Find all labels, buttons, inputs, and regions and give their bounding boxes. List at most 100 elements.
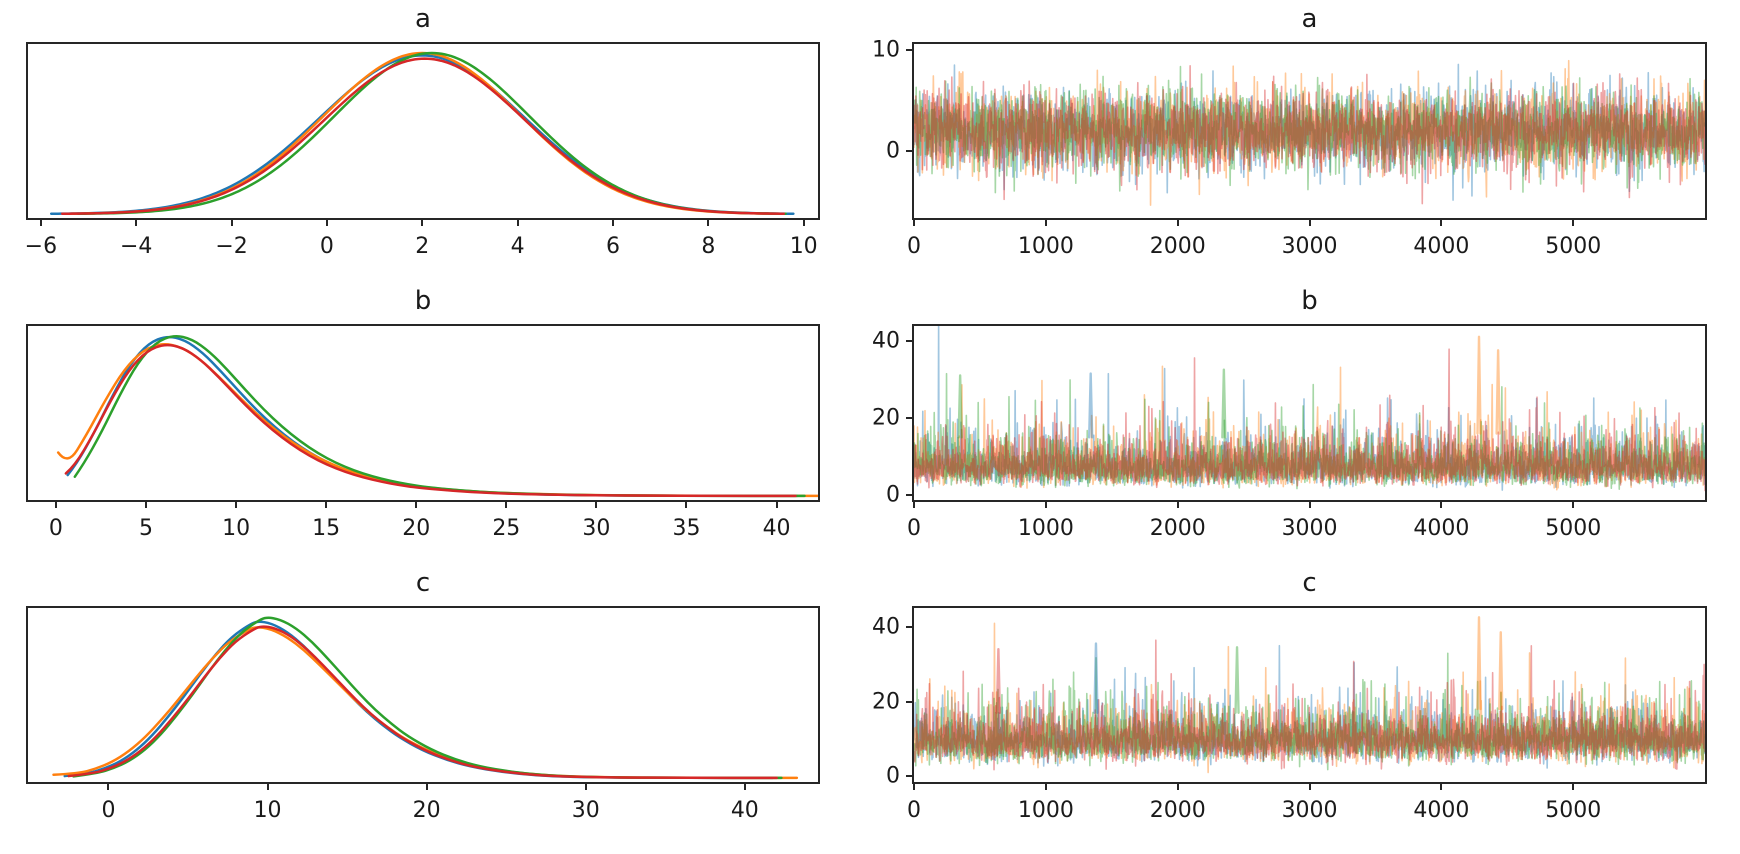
x-tick-mark [145, 502, 147, 508]
y-tick-mark [906, 339, 912, 342]
plot-area-c-kde [26, 606, 820, 784]
y-tick-mark [906, 49, 912, 52]
x-tick-mark [266, 784, 269, 790]
x-tick-label: 1000 [1017, 798, 1074, 823]
x-tick-label: 0 [907, 798, 921, 823]
x-tick-label: 10 [253, 798, 282, 823]
x-tick-label: 40 [730, 798, 759, 823]
x-tick-label: 0 [319, 234, 334, 259]
x-tick-label: 0 [907, 234, 921, 259]
x-tick-mark [584, 784, 587, 790]
trace-canvas-c [914, 608, 1705, 782]
x-tick-mark [611, 220, 614, 226]
kde-canvas-c [28, 608, 818, 782]
y-tick-mark [906, 700, 912, 703]
x-tick-label: 2000 [1149, 798, 1206, 823]
x-tick-mark [1572, 502, 1575, 508]
y-tick-label: 0 [886, 763, 900, 789]
x-tick-mark [913, 502, 915, 508]
x-tick-mark [54, 502, 57, 508]
x-tick-mark [1308, 784, 1311, 790]
x-tick-label: 2000 [1149, 516, 1206, 541]
y-tick-label: 20 [872, 689, 900, 715]
x-tick-mark [1044, 784, 1047, 790]
x-tick-mark [425, 784, 428, 790]
x-tick-label: 5 [139, 516, 153, 541]
x-tick-label: 35 [672, 516, 701, 541]
x-tick-label: 10 [222, 516, 251, 541]
x-tick-label: 0 [907, 516, 921, 541]
plot-title-a-trace: a [1301, 4, 1318, 34]
x-tick-mark [1308, 220, 1311, 226]
y-tick-label: 0 [886, 482, 900, 508]
x-tick-mark [107, 784, 110, 790]
plot-title-a-kde: a [415, 4, 431, 34]
x-tick-mark [1308, 502, 1311, 508]
x-tick-mark [516, 220, 519, 226]
y-tick-mark [906, 625, 912, 628]
plot-title-b-kde: b [414, 286, 432, 316]
plot-area-a-kde [26, 42, 820, 220]
x-tick-label: 1000 [1017, 234, 1074, 259]
plot-area-c-trace [912, 606, 1707, 784]
x-tick-label: 2 [415, 234, 430, 259]
x-tick-label: 3000 [1281, 234, 1338, 259]
x-tick-label: 3000 [1281, 798, 1338, 823]
x-tick-label: 4000 [1413, 798, 1470, 823]
x-tick-mark [135, 220, 138, 226]
kde-canvas-b [28, 326, 818, 500]
x-tick-label: 30 [582, 516, 611, 541]
y-tick-label: 20 [872, 405, 900, 431]
kde-canvas-a [28, 44, 818, 218]
x-tick-label: 0 [48, 516, 63, 541]
y-tick-mark [906, 775, 912, 778]
plot-area-b-kde [26, 324, 820, 502]
x-tick-mark [1572, 784, 1575, 790]
trace-canvas-a [914, 44, 1705, 218]
x-tick-mark [775, 502, 778, 508]
x-tick-mark [743, 784, 746, 790]
x-tick-mark [505, 502, 508, 508]
x-tick-mark [1176, 784, 1179, 790]
x-tick-mark [235, 502, 238, 508]
x-tick-label: −6 [24, 234, 58, 259]
x-tick-mark [1572, 220, 1575, 226]
plot-title-b-trace: b [1301, 286, 1318, 316]
x-tick-mark [230, 220, 233, 226]
y-tick-label: 40 [872, 614, 900, 640]
x-tick-mark [685, 502, 688, 508]
x-tick-mark [1044, 502, 1047, 508]
x-tick-label: 4000 [1413, 516, 1470, 541]
x-tick-label: 20 [412, 798, 441, 823]
x-tick-label: 20 [402, 516, 431, 541]
x-tick-label: 6 [605, 234, 620, 259]
x-tick-mark [707, 220, 710, 226]
x-tick-mark [802, 220, 805, 226]
x-tick-mark [421, 220, 424, 226]
x-tick-label: 8 [701, 234, 716, 259]
x-tick-label: 4 [510, 234, 525, 259]
x-tick-label: 5000 [1545, 798, 1602, 823]
x-tick-mark [325, 220, 328, 226]
x-tick-label: 1000 [1017, 516, 1074, 541]
x-tick-mark [1440, 220, 1443, 226]
y-tick-mark [906, 494, 912, 497]
x-tick-mark [1044, 220, 1047, 226]
y-tick-label: 40 [872, 328, 900, 354]
x-tick-label: 15 [312, 516, 341, 541]
y-tick-mark [906, 417, 912, 420]
x-tick-mark [913, 784, 915, 790]
plot-area-a-trace [912, 42, 1707, 220]
x-tick-label: 3000 [1281, 516, 1338, 541]
y-tick-mark [906, 150, 912, 153]
x-tick-mark [1440, 502, 1443, 508]
y-tick-label: 10 [872, 37, 900, 63]
trace-canvas-b [914, 326, 1705, 500]
x-tick-label: 40 [762, 516, 791, 541]
x-tick-label: −4 [120, 234, 153, 259]
x-tick-label: 10 [789, 234, 818, 259]
x-tick-label: 2000 [1149, 234, 1206, 259]
x-tick-mark [1176, 220, 1179, 226]
x-tick-label: 25 [492, 516, 521, 541]
